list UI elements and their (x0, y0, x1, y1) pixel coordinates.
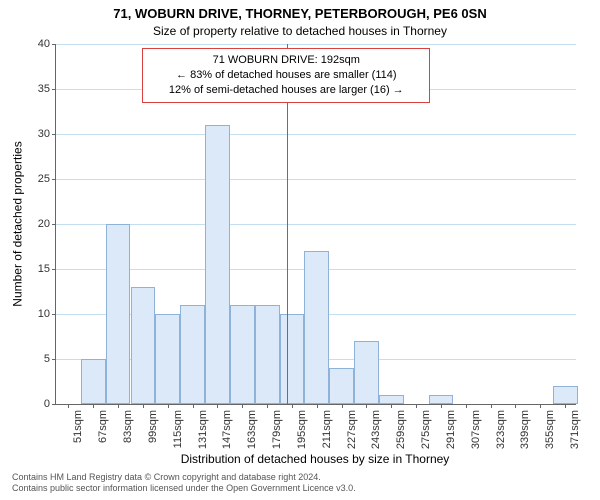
footer-line-2: Contains public sector information licen… (12, 483, 588, 494)
x-tick-mark (515, 404, 516, 408)
x-tick-mark (217, 404, 218, 408)
x-tick-label: 291sqm (445, 410, 457, 449)
x-tick-mark (242, 404, 243, 408)
x-tick-label: 259sqm (395, 410, 407, 449)
x-tick-label: 147sqm (221, 410, 233, 449)
y-tick-label: 5 (44, 353, 56, 365)
y-tick-label: 20 (38, 218, 56, 230)
y-tick-label: 35 (38, 83, 56, 95)
annotation-line-1: 71 WOBURN DRIVE: 192sqm (151, 53, 421, 68)
histogram-bar (81, 359, 106, 404)
histogram-bar (230, 305, 255, 404)
x-tick-mark (540, 404, 541, 408)
chart-title-sub: Size of property relative to detached ho… (0, 24, 600, 38)
y-tick-label: 40 (38, 38, 56, 50)
x-tick-mark (267, 404, 268, 408)
x-tick-label: 227sqm (346, 410, 358, 449)
x-tick-label: 163sqm (246, 410, 258, 449)
x-tick-mark (366, 404, 367, 408)
x-tick-label: 67sqm (97, 410, 109, 443)
x-tick-mark (168, 404, 169, 408)
histogram-bar (280, 314, 305, 404)
y-axis-title: Number of detached properties (10, 44, 26, 404)
x-tick-mark (118, 404, 119, 408)
y-tick-label: 15 (38, 263, 56, 275)
y-tick-label: 0 (44, 398, 56, 410)
x-tick-label: 323sqm (495, 410, 507, 449)
x-tick-label: 83sqm (122, 410, 134, 443)
chart-footer: Contains HM Land Registry data © Crown c… (12, 472, 588, 495)
histogram-bar (304, 251, 329, 404)
x-tick-mark (292, 404, 293, 408)
histogram-bar (255, 305, 280, 404)
chart-plot-area: 051015202530354051sqm67sqm83sqm99sqm115s… (55, 44, 576, 405)
x-tick-label: 179sqm (271, 410, 283, 449)
chart-title-main: 71, WOBURN DRIVE, THORNEY, PETERBOROUGH,… (0, 6, 600, 21)
y-tick-label: 25 (38, 173, 56, 185)
y-tick-label: 30 (38, 128, 56, 140)
x-tick-mark (193, 404, 194, 408)
x-tick-label: 99sqm (147, 410, 159, 443)
x-tick-mark (391, 404, 392, 408)
x-tick-label: 275sqm (420, 410, 432, 449)
x-tick-mark (466, 404, 467, 408)
chart-container: 71, WOBURN DRIVE, THORNEY, PETERBOROUGH,… (0, 0, 600, 500)
gridline (56, 224, 576, 225)
x-tick-label: 307sqm (470, 410, 482, 449)
y-tick-label: 10 (38, 308, 56, 320)
x-tick-label: 371sqm (569, 410, 581, 449)
x-tick-mark (68, 404, 69, 408)
x-tick-mark (565, 404, 566, 408)
x-tick-label: 355sqm (544, 410, 556, 449)
x-tick-mark (342, 404, 343, 408)
x-tick-label: 115sqm (172, 410, 184, 448)
annotation-line-2: ← 83% of detached houses are smaller (11… (151, 68, 421, 83)
x-tick-mark (317, 404, 318, 408)
x-tick-mark (93, 404, 94, 408)
x-tick-label: 195sqm (296, 410, 308, 449)
x-tick-mark (416, 404, 417, 408)
x-tick-label: 243sqm (370, 410, 382, 449)
histogram-bar (131, 287, 156, 404)
x-tick-mark (491, 404, 492, 408)
x-tick-mark (441, 404, 442, 408)
x-tick-mark (143, 404, 144, 408)
gridline (56, 44, 576, 45)
x-tick-label: 51sqm (72, 410, 84, 443)
histogram-bar (553, 386, 578, 404)
histogram-bar (354, 341, 379, 404)
histogram-bar (205, 125, 230, 404)
x-tick-label: 131sqm (197, 410, 209, 449)
gridline (56, 134, 576, 135)
x-tick-label: 339sqm (519, 410, 531, 449)
x-axis-title: Distribution of detached houses by size … (55, 452, 575, 466)
annotation-box: 71 WOBURN DRIVE: 192sqm← 83% of detached… (142, 48, 430, 103)
histogram-bar (429, 395, 454, 404)
histogram-bar (379, 395, 404, 404)
annotation-line-3: 12% of semi-detached houses are larger (… (151, 83, 421, 98)
footer-line-1: Contains HM Land Registry data © Crown c… (12, 472, 588, 483)
histogram-bar (329, 368, 354, 404)
gridline (56, 179, 576, 180)
x-tick-label: 211sqm (321, 410, 333, 448)
histogram-bar (180, 305, 205, 404)
histogram-bar (155, 314, 180, 404)
histogram-bar (106, 224, 131, 404)
